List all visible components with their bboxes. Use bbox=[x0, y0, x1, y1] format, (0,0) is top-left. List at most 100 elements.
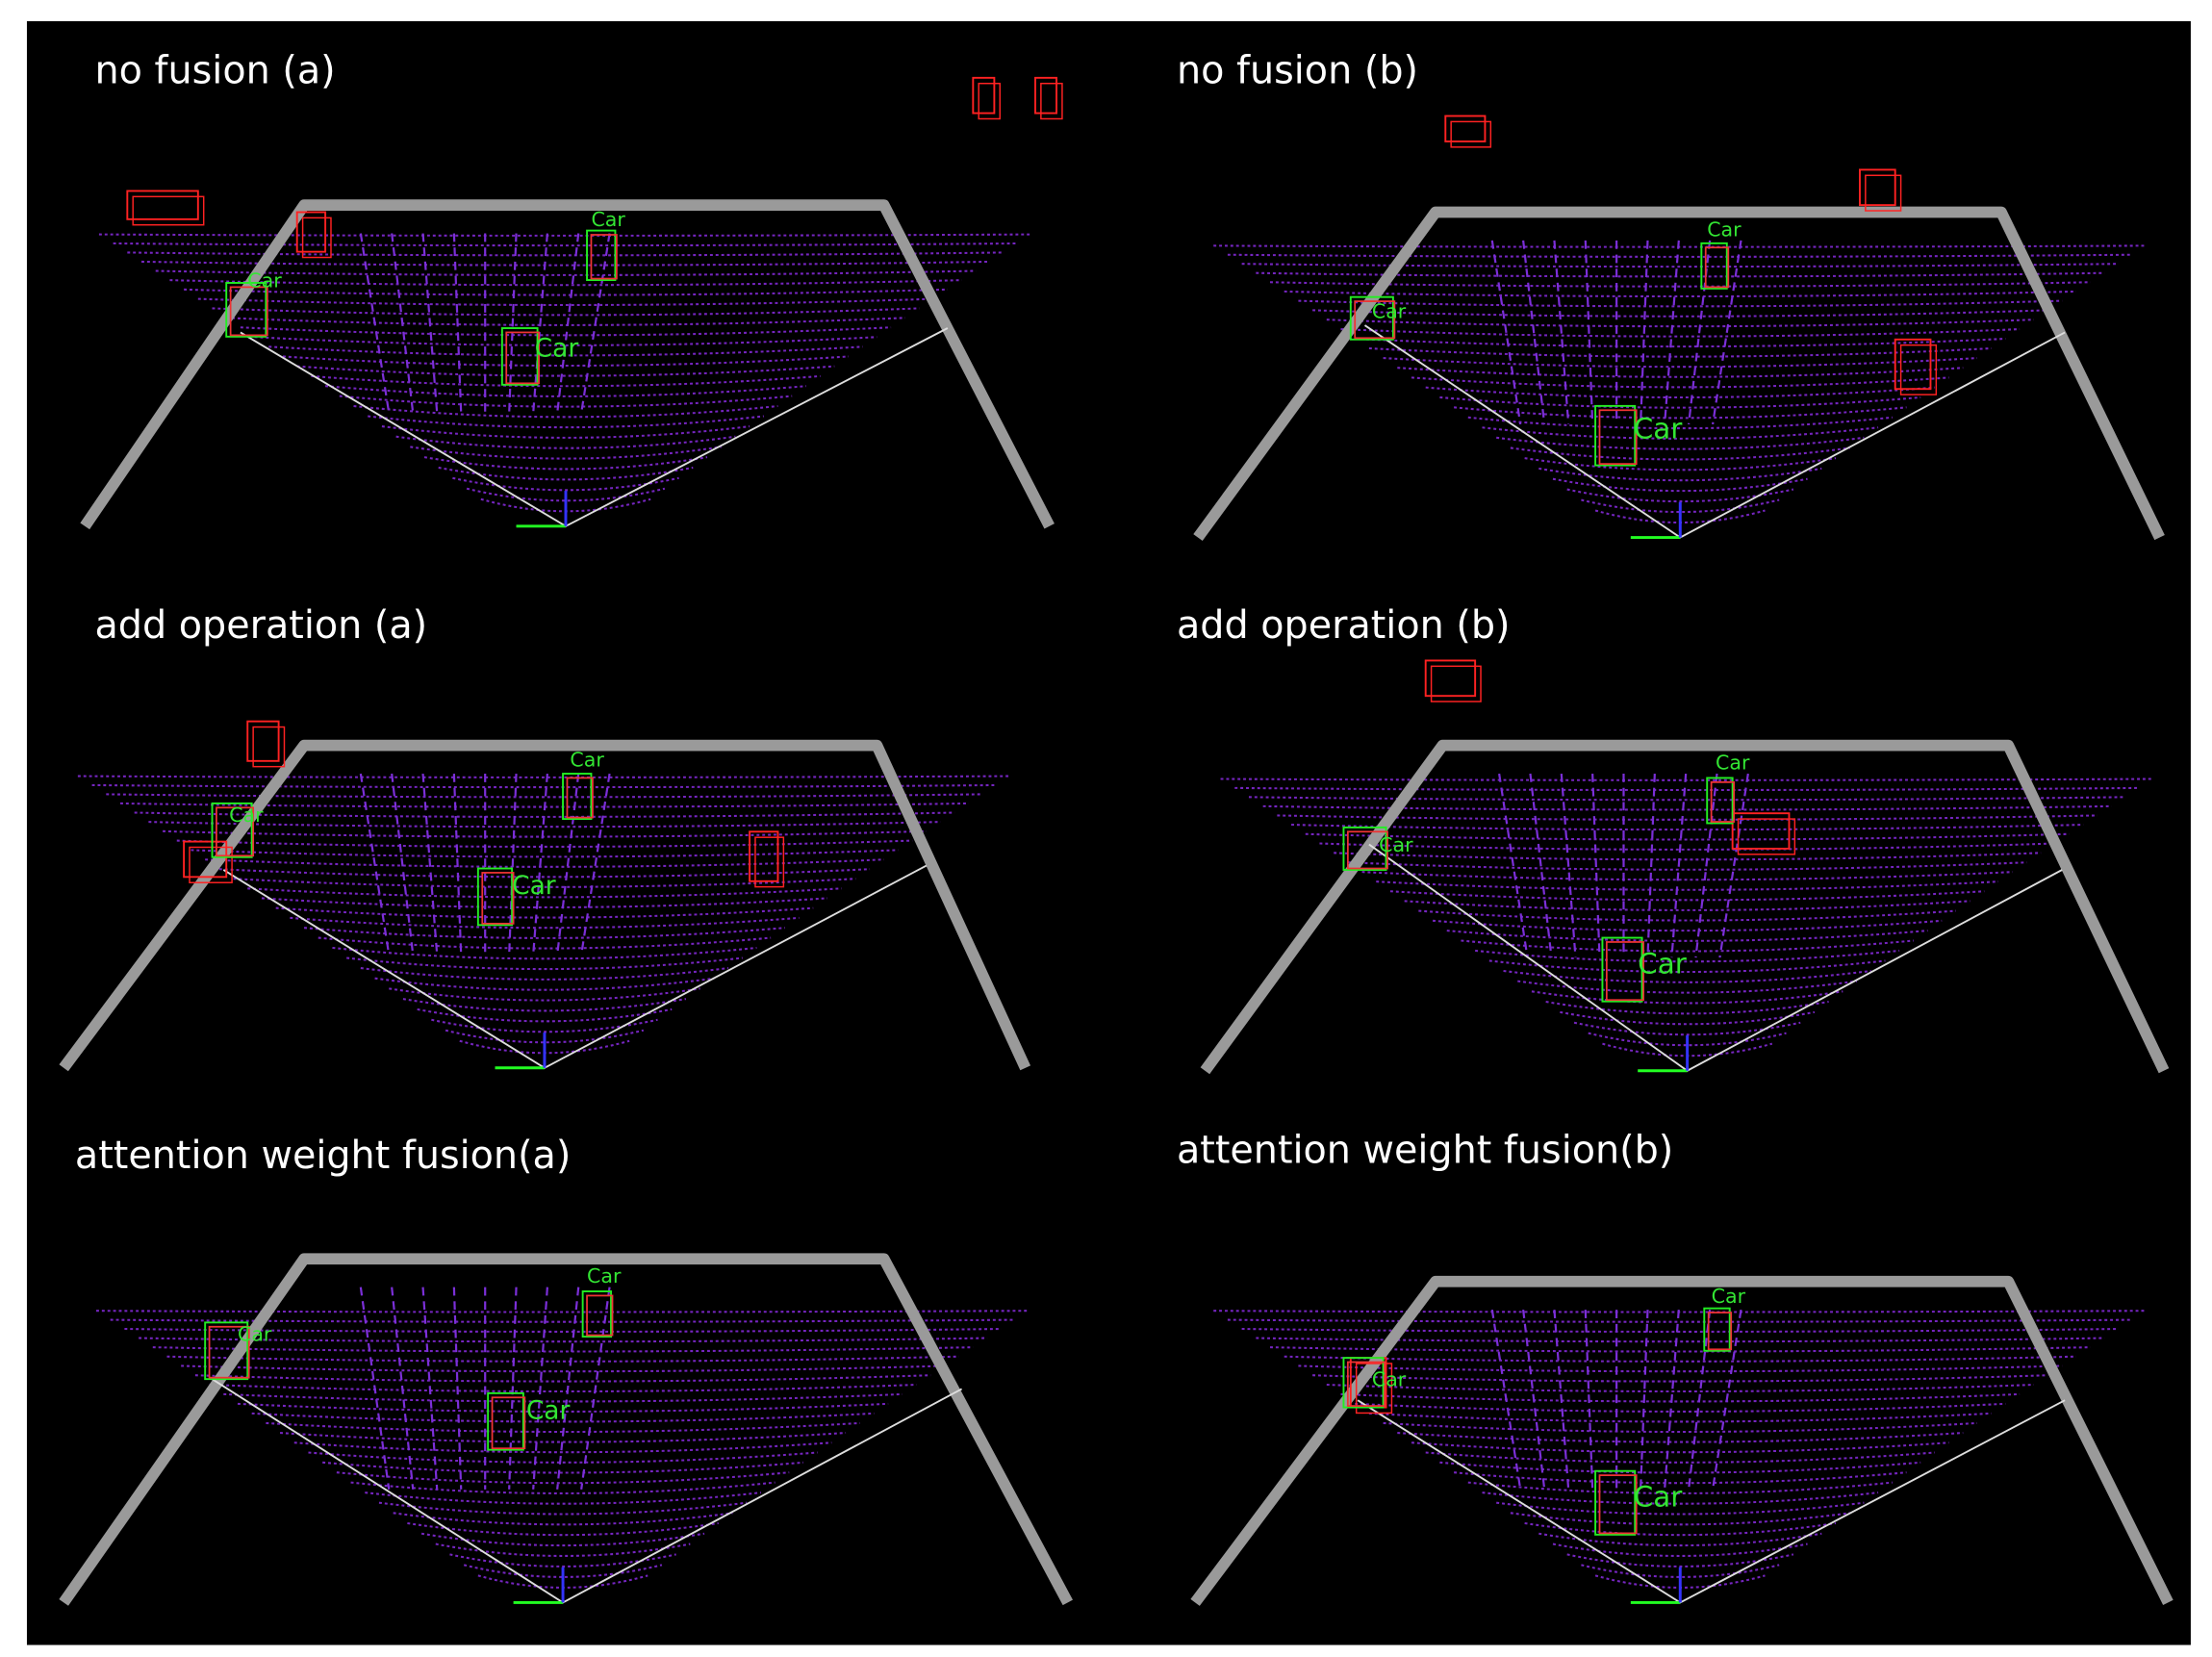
point-cloud bbox=[1584, 1310, 1594, 1490]
point-cloud bbox=[1566, 1553, 1794, 1568]
point-cloud bbox=[1664, 1310, 1680, 1490]
point-cloud bbox=[374, 977, 715, 991]
point-cloud bbox=[1439, 395, 1921, 409]
point-cloud bbox=[466, 487, 666, 502]
point-cloud bbox=[1454, 406, 1907, 420]
point-cloud bbox=[191, 849, 899, 858]
point-cloud bbox=[1256, 1337, 2105, 1343]
prediction-box bbox=[1430, 665, 1482, 702]
point-cloud bbox=[1553, 240, 1570, 425]
prediction-box bbox=[1704, 246, 1730, 289]
point-cloud bbox=[209, 1383, 917, 1393]
panel: Car Car Car no fusion (a) bbox=[80, 49, 1063, 530]
point-cloud bbox=[1368, 346, 1992, 358]
prediction-box bbox=[481, 872, 515, 925]
point-cloud bbox=[1591, 773, 1601, 958]
point-cloud bbox=[296, 365, 835, 377]
point-cloud bbox=[1234, 786, 2141, 792]
point-cloud bbox=[1220, 778, 2154, 781]
prediction-box bbox=[1707, 1312, 1733, 1351]
point-cloud bbox=[1553, 1310, 1570, 1490]
point-cloud bbox=[410, 446, 722, 460]
point-cloud bbox=[1404, 900, 1970, 911]
point-cloud bbox=[1439, 1461, 1921, 1474]
point-cloud bbox=[1411, 376, 1949, 389]
point-cloud bbox=[1522, 1310, 1546, 1490]
point-cloud bbox=[290, 916, 800, 930]
point-cloud bbox=[452, 773, 463, 956]
point-cloud bbox=[1383, 357, 1978, 369]
point-cloud bbox=[508, 1287, 518, 1490]
point-cloud bbox=[1552, 477, 1808, 493]
point-cloud bbox=[393, 1512, 733, 1526]
point-cloud bbox=[1522, 240, 1546, 425]
road-frame bbox=[1190, 1275, 2174, 1606]
point-cloud bbox=[556, 233, 580, 414]
point-cloud bbox=[1482, 426, 1879, 440]
point-cloud bbox=[1418, 909, 1956, 922]
point-cloud bbox=[1269, 1346, 2091, 1353]
point-cloud bbox=[1383, 1421, 1978, 1434]
prediction-box bbox=[132, 195, 205, 226]
point-cloud bbox=[134, 811, 955, 818]
point-cloud bbox=[1640, 1310, 1649, 1490]
point-cloud bbox=[435, 1542, 691, 1557]
point-cloud bbox=[163, 829, 927, 838]
prediction-box bbox=[301, 217, 332, 259]
point-cloud bbox=[339, 395, 793, 408]
prediction-box bbox=[1355, 1363, 1393, 1415]
point-cloud bbox=[1581, 498, 1780, 514]
ground-truth-box bbox=[1594, 1469, 1637, 1536]
point-cloud bbox=[1510, 446, 1850, 461]
prediction-box bbox=[1899, 344, 1938, 395]
point-cloud bbox=[1213, 244, 2148, 248]
point-cloud bbox=[1531, 990, 1843, 1005]
ground-truth-box bbox=[500, 327, 539, 386]
point-cloud bbox=[1334, 852, 2042, 861]
point-cloud bbox=[266, 1421, 860, 1434]
prediction-box bbox=[216, 806, 255, 857]
point-cloud bbox=[402, 998, 687, 1012]
point-cloud bbox=[1524, 1521, 1837, 1537]
point-cloud bbox=[1496, 436, 1865, 450]
point-cloud bbox=[1538, 1532, 1822, 1547]
point-cloud bbox=[359, 1287, 391, 1490]
point-cloud bbox=[353, 404, 778, 419]
prediction-box bbox=[1354, 300, 1396, 340]
prediction-box bbox=[1034, 76, 1058, 115]
point-cloud bbox=[1425, 1451, 1935, 1464]
point-cloud bbox=[423, 456, 708, 471]
point-cloud bbox=[365, 1491, 761, 1505]
point-cloud bbox=[226, 317, 905, 326]
point-cloud bbox=[417, 1007, 673, 1023]
point-cloud bbox=[1482, 1491, 1879, 1505]
point-cloud bbox=[113, 242, 1019, 247]
point-cloud bbox=[332, 946, 757, 960]
point-cloud bbox=[556, 773, 580, 956]
point-cloud bbox=[1227, 253, 2133, 258]
car-label: Car bbox=[229, 803, 264, 827]
point-cloud bbox=[91, 783, 998, 789]
prediction-box bbox=[1450, 120, 1492, 148]
point-cloud bbox=[1432, 919, 1943, 932]
point-cloud bbox=[1326, 319, 2034, 328]
car-label: Car bbox=[526, 1395, 571, 1425]
point-cloud bbox=[1560, 1010, 1816, 1026]
point-cloud bbox=[350, 1481, 775, 1494]
point-cloud bbox=[303, 927, 785, 939]
point-cloud bbox=[1298, 299, 2063, 308]
point-cloud bbox=[1461, 939, 1914, 953]
prediction-box bbox=[566, 777, 594, 819]
point-cloud bbox=[1312, 309, 2048, 318]
prediction-box bbox=[229, 286, 268, 337]
point-cloud bbox=[389, 987, 700, 1002]
point-cloud bbox=[77, 775, 1012, 778]
point-cloud bbox=[346, 956, 743, 971]
prediction-box bbox=[1444, 115, 1487, 142]
ground-truth-box bbox=[476, 867, 514, 927]
panel-title: no fusion (b) bbox=[1177, 49, 1418, 93]
point-cloud bbox=[1291, 824, 2084, 831]
panel-title: add operation (a) bbox=[95, 603, 428, 648]
